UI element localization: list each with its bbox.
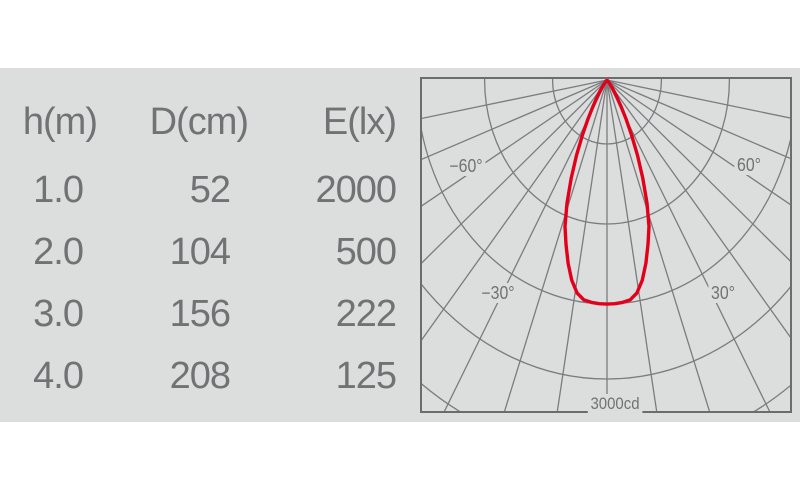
table-row: 1.0 52 2000 [20,159,400,221]
height-value: 4.0 [33,355,84,397]
col-header-diameter: D(cm) [149,101,249,143]
height-value: 2.0 [33,231,84,273]
angle-label-60: 60° [734,155,764,175]
height-value: 1.0 [33,169,84,211]
illuminance-value: 2000 [315,169,397,211]
angle-label-minus30: −30° [478,283,518,303]
table-row: 3.0 156 222 [20,283,400,345]
table-row: 4.0 208 125 [20,345,400,407]
table-row: 2.0 104 500 [20,221,400,283]
illuminance-value: 500 [335,231,397,273]
polar-chart-frame: −60° 60° −30° 30° 3000cd [420,77,792,414]
illuminance-value: 125 [335,355,397,397]
diameter-value: 208 [169,355,231,397]
angle-rays [422,79,790,411]
height-value: 3.0 [33,293,84,335]
col-header-illuminance: E(lx) [322,101,397,143]
diameter-value: 104 [169,231,231,273]
intensity-rings [422,79,790,411]
angle-label-minus60: −60° [446,156,486,176]
col-header-height: h(m) [22,101,98,143]
illuminance-value: 222 [335,293,397,335]
angle-label-30: 30° [708,283,738,303]
polar-grid-svg [422,79,790,411]
intensity-curve [563,79,651,306]
scale-label-3000cd: 3000cd [587,394,643,414]
gray-content-band [0,68,800,422]
diameter-value: 52 [189,169,231,211]
table-header-row: h(m) D(cm) E(lx) [20,91,400,153]
diameter-value: 156 [169,293,231,335]
